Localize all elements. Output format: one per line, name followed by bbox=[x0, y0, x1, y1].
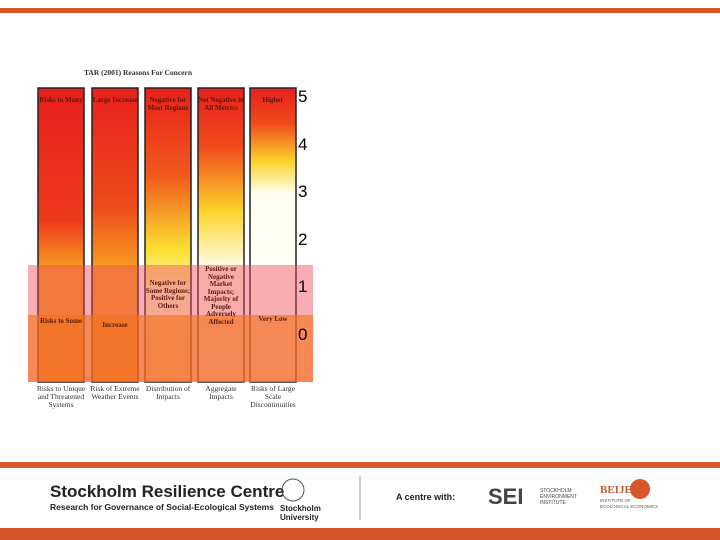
scale-label: 2 bbox=[298, 229, 308, 249]
column-bottom-label: Risks of Large Scale Discontinuities bbox=[250, 384, 296, 409]
bottom-band bbox=[0, 528, 720, 540]
column-low-label: Very Low bbox=[258, 315, 288, 323]
scale-label: 3 bbox=[298, 182, 308, 202]
university: Stockholm University bbox=[280, 504, 321, 522]
column-low-label: Positive or Negative Market Impacts; Maj… bbox=[203, 265, 239, 326]
beijer-title: BEIJER bbox=[600, 484, 640, 496]
sei-logo: SEI bbox=[488, 484, 524, 509]
beijer-logo bbox=[630, 479, 650, 499]
beijer-name: INSTITUTE OF ECOLOGICAL ECONOMICS bbox=[600, 498, 659, 509]
column-bottom-label: Distribution of Impacts bbox=[145, 384, 191, 401]
column-low-label: Risks to Some bbox=[39, 317, 82, 325]
top-band bbox=[0, 8, 720, 13]
band-pink bbox=[28, 265, 313, 315]
column-top-label: Net Negative in All Metrics bbox=[198, 96, 244, 112]
column-low-label: Increase bbox=[102, 321, 128, 329]
figure-title: TAR (2001) Reasons For Concern bbox=[83, 68, 193, 77]
column-bottom-label: Risk of Extreme Weather Events bbox=[90, 384, 140, 401]
column-bottom-label: Aggregate Impacts bbox=[205, 384, 237, 401]
sei-name: STOCKHOLM ENVIRONMENT INSTITUTE bbox=[540, 488, 577, 506]
centre-name: Stockholm Resilience Centre bbox=[50, 482, 285, 501]
column-top-label: Higher bbox=[262, 96, 284, 104]
scale-label: 5 bbox=[298, 87, 308, 106]
with-label: A centre with: bbox=[396, 492, 456, 502]
column-top-label: Negative for Most Regions bbox=[147, 96, 189, 112]
university-seal bbox=[281, 478, 305, 502]
column-top-label: Risks to Many bbox=[39, 96, 83, 104]
footer-band bbox=[0, 462, 720, 468]
column-top-label: Large Increase bbox=[92, 96, 138, 104]
column-bottom-label: Risks to Unique and Threatened Systems bbox=[36, 384, 86, 409]
scale-label: 0 bbox=[298, 325, 308, 344]
centre-sub: Research for Governance of Social-Ecolog… bbox=[50, 502, 274, 512]
band-orange bbox=[28, 315, 313, 382]
scale-label: 1 bbox=[298, 277, 308, 297]
scale-label: 4 bbox=[298, 134, 308, 154]
column-low-label: Negative for Some Regions; Positive for … bbox=[145, 279, 191, 310]
